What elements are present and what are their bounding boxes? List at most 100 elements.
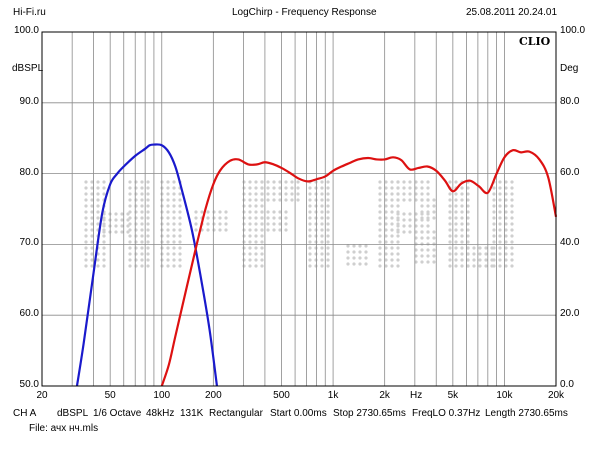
watermark-dot	[84, 240, 88, 244]
watermark-dot	[320, 192, 324, 196]
watermark-dot	[454, 216, 458, 220]
watermark-dot	[248, 198, 252, 202]
watermark-dot	[278, 192, 282, 196]
watermark-dot	[390, 210, 394, 214]
watermark-dot	[448, 204, 452, 208]
watermark-dot	[448, 192, 452, 196]
watermark-dot	[314, 222, 318, 226]
watermark-dot	[326, 252, 330, 256]
watermark-dot	[510, 192, 514, 196]
watermark-dot	[460, 252, 464, 256]
watermark-dot	[178, 252, 182, 256]
watermark-dot	[248, 240, 252, 244]
watermark-dot	[378, 180, 382, 184]
watermark-dot	[140, 252, 144, 256]
watermark-dot	[378, 204, 382, 208]
watermark-dot	[390, 198, 394, 202]
watermark-dot	[266, 192, 270, 196]
watermark-dot	[166, 264, 170, 268]
watermark-dot	[510, 246, 514, 250]
file-name: File: ачх нч.mls	[29, 423, 99, 434]
watermark-dot	[90, 240, 94, 244]
watermark-dot	[278, 210, 282, 214]
watermark-dot	[314, 264, 318, 268]
watermark-dot	[492, 222, 496, 226]
watermark-dot	[272, 180, 276, 184]
watermark-dot	[84, 198, 88, 202]
watermark-dot	[396, 218, 400, 222]
watermark-dot	[320, 246, 324, 250]
watermark-dot	[212, 210, 216, 214]
watermark-dot	[172, 240, 176, 244]
watermark-dot	[248, 234, 252, 238]
watermark-dot	[460, 222, 464, 226]
watermark-dot	[172, 204, 176, 208]
watermark-dot	[454, 228, 458, 232]
watermark-dot	[352, 262, 356, 266]
watermark-dot	[272, 228, 276, 232]
watermark-dot	[90, 198, 94, 202]
watermark-dot	[402, 230, 406, 234]
watermark-dot	[308, 258, 312, 262]
watermark-dot	[166, 198, 170, 202]
watermark-dot	[454, 264, 458, 268]
watermark-dot	[448, 252, 452, 256]
watermark-dot	[346, 256, 350, 260]
watermark-dot	[384, 234, 388, 238]
watermark-dot	[128, 228, 132, 232]
watermark-dot	[384, 222, 388, 226]
watermark-dot	[96, 216, 100, 220]
watermark-dot	[140, 258, 144, 262]
chart-grid	[42, 32, 556, 386]
watermark-dot	[308, 192, 312, 196]
watermark-dot	[278, 198, 282, 202]
watermark-dot	[326, 246, 330, 250]
watermark-dot	[314, 210, 318, 214]
watermark-dot	[260, 192, 264, 196]
series-line-1	[75, 143, 219, 387]
watermark-dot	[308, 264, 312, 268]
watermark-dot	[146, 246, 150, 250]
watermark-dot	[178, 264, 182, 268]
watermark-dot	[426, 236, 430, 240]
watermark-dot	[510, 240, 514, 244]
watermark-dot	[320, 186, 324, 190]
watermark-dot	[254, 186, 258, 190]
watermark-dot	[140, 228, 144, 232]
watermark-dot	[290, 180, 294, 184]
watermark-dot	[314, 186, 318, 190]
watermark-dot	[272, 210, 276, 214]
watermark-dot	[460, 246, 464, 250]
watermark-dot	[448, 246, 452, 250]
watermark-dot	[128, 192, 132, 196]
watermark-dot	[466, 192, 470, 196]
watermark-dot	[390, 252, 394, 256]
watermark-dot	[242, 240, 246, 244]
setting-item: 48kHz	[146, 408, 175, 419]
watermark-dot	[364, 256, 368, 260]
watermark-dot	[172, 246, 176, 250]
watermark-dot	[206, 222, 210, 226]
watermark-dot	[460, 258, 464, 262]
watermark-dot	[254, 180, 258, 184]
watermark-dot	[308, 234, 312, 238]
y-axis-label-right: Deg	[560, 63, 579, 74]
watermark-dot	[308, 228, 312, 232]
watermark-dot	[510, 186, 514, 190]
watermark-dot	[290, 192, 294, 196]
watermark-dot	[146, 228, 150, 232]
watermark-dot	[426, 248, 430, 252]
watermark-dot	[448, 216, 452, 220]
watermark-dot	[266, 216, 270, 220]
watermark-dot	[358, 244, 362, 248]
watermark-dot	[426, 212, 430, 216]
watermark-dot	[460, 240, 464, 244]
header-datetime: 25.08.2011 20.24.01	[466, 7, 558, 18]
watermark-dot	[390, 222, 394, 226]
watermark-dot	[218, 222, 222, 226]
watermark-dot	[146, 234, 150, 238]
setting-item: Start 0.00ms	[270, 408, 327, 419]
watermark-dot	[128, 252, 132, 256]
y-axis-label-left: dBSPL	[12, 63, 44, 74]
